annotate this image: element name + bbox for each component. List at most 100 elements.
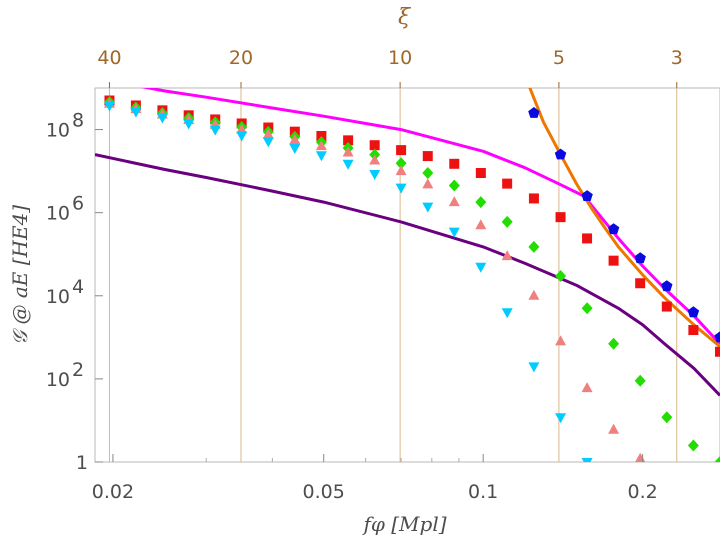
point-triangle-up-18 [581,382,593,393]
point-diamond-16 [528,240,540,253]
y-tick-label-0: 1 [76,452,88,474]
point-diamond-21 [661,411,673,424]
point-pentagon-0 [528,107,540,118]
y-tick-label-1: 10 [46,369,70,391]
series-cyan-triangles [104,101,593,462]
point-square-21 [661,301,672,312]
point-square-16 [528,193,539,204]
top-tick-label-3: 5 [553,47,565,69]
y-tick-exponent-2: 4 [72,276,84,298]
top-axis-title: ξ [398,5,412,30]
point-square-17 [555,212,566,223]
point-diamond-11 [395,157,407,170]
point-square-18 [582,233,593,244]
markers [104,95,720,462]
x-tick-label-0: 0.02 [92,481,134,503]
point-triangle-down-13 [448,227,460,238]
point-triangle-down-12 [422,202,434,213]
series-green-diamonds [104,96,720,462]
point-pentagon-6 [687,306,700,318]
point-triangle-down-5 [236,131,248,142]
point-triangle-up-11 [395,165,407,176]
x-tick-label-1: 0.05 [303,481,345,503]
point-triangle-up-9 [342,146,354,157]
point-square-10 [369,140,380,151]
point-pentagon-1 [554,148,567,160]
point-pentagon-2 [581,190,593,201]
point-triangle-up-17 [555,335,567,346]
point-triangle-down-16 [528,362,540,373]
point-triangle-down-2 [156,113,168,124]
point-square-22 [688,325,699,336]
point-triangle-up-13 [448,196,460,207]
y-tick-exponent-1: 2 [72,359,84,381]
point-diamond-17 [555,270,567,282]
point-square-20 [635,278,646,289]
point-pentagon-5 [661,280,673,292]
point-triangle-up-12 [422,178,434,189]
point-pentagon-4 [634,252,646,264]
point-pentagon-3 [607,223,620,235]
x-tick-label-3: 0.2 [627,481,657,503]
point-triangle-down-14 [475,262,487,273]
y-tick-exponent-3: 6 [72,193,84,215]
top-tick-label-0: 40 [97,47,121,69]
point-triangle-up-14 [475,219,487,230]
point-diamond-19 [608,337,620,350]
point-triangle-up-8 [315,140,327,151]
point-triangle-down-3 [183,119,195,130]
point-triangle-down-18 [581,458,593,462]
point-diamond-18 [581,302,593,315]
series-blue-pentagons [528,107,720,343]
point-triangle-down-17 [555,413,567,424]
point-triangle-up-20 [635,452,646,462]
point-triangle-down-8 [315,151,327,162]
y-tick-label-4: 10 [46,120,70,142]
curve-magenta-curve [140,88,720,345]
curve-purple-curve [95,153,720,397]
point-triangle-up-16 [528,289,540,300]
point-square-8 [316,130,327,141]
point-diamond-15 [501,215,513,228]
point-triangle-down-6 [262,137,274,148]
point-diamond-14 [475,196,487,209]
point-triangle-up-10 [369,154,381,165]
x-axis-title: fφ [Mpl] [361,512,446,536]
point-diamond-12 [422,167,434,179]
top-tick-label-1: 20 [229,47,253,69]
point-pentagon-7 [714,331,720,343]
point-diamond-13 [448,179,460,192]
point-triangle-down-4 [209,125,221,136]
y-tick-exponent-4: 8 [72,110,84,132]
point-triangle-down-11 [395,183,407,194]
curves [95,88,720,397]
point-square-23 [715,346,720,357]
point-triangle-down-9 [342,159,354,170]
curve-orange-curve [528,88,720,348]
point-diamond-23 [714,456,720,462]
point-triangle-down-10 [369,170,381,180]
point-triangle-down-7 [289,144,301,154]
point-square-12 [422,151,433,162]
y-tick-label-3: 10 [46,203,70,225]
gridlines [108,88,678,462]
point-triangle-up-19 [608,423,620,434]
point-triangle-up-5 [236,123,248,134]
plot-frame [94,87,720,463]
point-square-19 [608,255,619,266]
point-square-13 [449,158,460,169]
point-triangle-up-7 [289,134,301,144]
top-tick-label-2: 10 [388,47,412,69]
y-tick-label-2: 10 [46,286,70,308]
point-triangle-down-0 [104,101,115,112]
point-diamond-20 [634,374,646,387]
y-axis-title: 𝒢 @ aE [HE4] [8,205,32,345]
point-square-14 [475,168,486,179]
point-triangle-up-6 [262,128,274,139]
point-square-15 [502,178,513,189]
x-tick-label-2: 0.1 [468,481,498,503]
point-triangle-down-1 [130,107,142,118]
point-diamond-22 [687,439,699,452]
